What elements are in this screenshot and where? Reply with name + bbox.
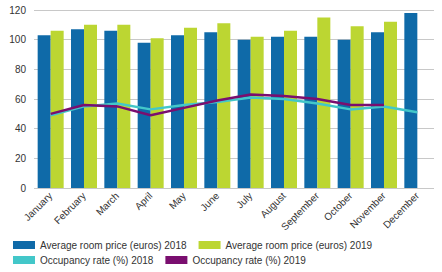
svg-text:December: December bbox=[381, 190, 422, 231]
svg-text:October: October bbox=[322, 190, 355, 223]
svg-text:Occupancy rate (%) 2019: Occupancy rate (%) 2019 bbox=[192, 255, 306, 266]
svg-text:Average room price (euros) 201: Average room price (euros) 2018 bbox=[40, 240, 187, 251]
svg-text:July: July bbox=[234, 190, 254, 210]
svg-text:January: January bbox=[22, 190, 55, 223]
svg-text:0: 0 bbox=[20, 183, 26, 194]
svg-text:April: April bbox=[133, 190, 155, 212]
svg-text:November: November bbox=[347, 190, 388, 231]
svg-text:June: June bbox=[198, 190, 221, 213]
svg-text:February: February bbox=[52, 190, 88, 226]
svg-text:Average room price (euros) 201: Average room price (euros) 2019 bbox=[226, 240, 373, 251]
svg-text:120: 120 bbox=[9, 5, 26, 16]
svg-text:40: 40 bbox=[15, 123, 27, 134]
svg-text:60: 60 bbox=[15, 94, 27, 105]
svg-text:20: 20 bbox=[15, 153, 27, 164]
svg-text:100: 100 bbox=[9, 34, 26, 45]
svg-text:May: May bbox=[167, 190, 188, 211]
svg-text:80: 80 bbox=[15, 64, 27, 75]
svg-text:September: September bbox=[279, 190, 322, 233]
svg-text:March: March bbox=[94, 190, 121, 217]
svg-text:Occupancy rate (%) 2018: Occupancy rate (%) 2018 bbox=[40, 255, 154, 266]
svg-text:August: August bbox=[258, 190, 288, 220]
